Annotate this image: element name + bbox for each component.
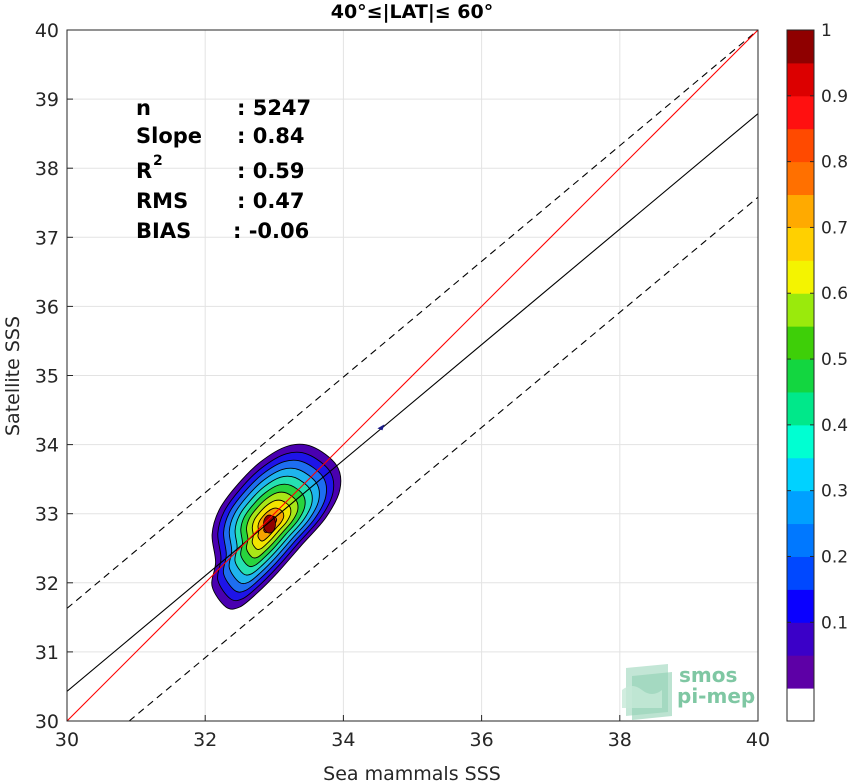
y-tick-label: 39	[35, 89, 59, 111]
stat-r2-label: R	[136, 159, 152, 183]
stat-rms-label: RMS	[136, 189, 188, 213]
colorbar-tick-label: 0.5	[821, 350, 848, 370]
stats-box: n : 5247 Slope : 0.84 R 2 : 0.59 RMS : 0…	[136, 96, 311, 243]
y-tick-label: 34	[35, 435, 59, 457]
outlier-point	[377, 424, 385, 431]
colorbar-segment	[787, 227, 814, 261]
y-tick-label: 37	[35, 227, 59, 249]
logo-waves-icon	[622, 664, 672, 720]
smos-pimep-logo: smos pi-mep	[622, 663, 755, 720]
colorbar-segment	[787, 128, 814, 163]
colorbar-segment	[787, 293, 814, 327]
y-tick-label: 40	[35, 20, 59, 42]
y-axis-label: Satellite SSS	[2, 316, 24, 436]
stat-bias-label: BIAS	[136, 219, 191, 243]
colorbar-segment	[787, 424, 814, 459]
colorbar-segment	[787, 161, 814, 196]
stat-n-label: n	[136, 96, 151, 120]
colorbar-tick-label: 0.2	[821, 547, 848, 567]
chart-title: 40°≤|LAT|≤ 60°	[331, 1, 494, 23]
colorbar-segment	[787, 359, 814, 393]
colorbar-tick-label: 0.1	[821, 613, 848, 633]
upper-bound-line	[67, 30, 758, 609]
stat-slope-label: Slope	[136, 124, 202, 148]
logo-text-line1: smos	[679, 663, 737, 687]
y-tick-label: 30	[35, 711, 59, 733]
stat-slope-value: : 0.84	[237, 124, 305, 148]
y-tick-label: 33	[35, 504, 59, 526]
colorbar-segment	[787, 30, 814, 64]
x-tick-label: 40	[746, 729, 770, 751]
colorbar-ticks: 0.1 0.2 0.3 0.4 0.5 0.6 0.7 0.8 0.9 1	[787, 21, 848, 633]
colorbar-tick-label: 0.6	[821, 284, 848, 304]
colorbar-tick-label: 1	[821, 21, 832, 41]
x-axis-label: Sea mammals SSS	[323, 763, 501, 784]
colorbar-segment	[787, 490, 814, 525]
stat-n-value: : 5247	[237, 96, 311, 120]
lower-bound-line	[128, 196, 758, 721]
density-contours	[211, 443, 342, 610]
identity-line	[67, 30, 758, 721]
x-tick-label: 34	[331, 729, 355, 751]
colorbar-segment	[787, 194, 814, 228]
y-tick-label: 35	[35, 366, 59, 388]
colorbar-segment	[787, 655, 814, 689]
colorbar-segment	[787, 260, 814, 294]
colorbar-segment	[787, 95, 814, 130]
colorbar-segment	[787, 688, 814, 722]
colorbar-segment	[787, 62, 814, 97]
y-axis-ticks: 30 31 32 33 34 35 36 37 38 39 40	[35, 20, 73, 733]
fit-line	[67, 113, 758, 692]
y-tick-label: 38	[35, 158, 59, 180]
grid	[66, 29, 759, 722]
x-tick-label: 38	[608, 729, 632, 751]
colorbar-frame	[786, 29, 815, 722]
colorbar-tick-label: 0.4	[821, 416, 848, 436]
colorbar-segment	[787, 391, 814, 426]
x-tick-label: 32	[193, 729, 217, 751]
x-tick-label: 30	[55, 729, 79, 751]
colorbar-segment	[787, 457, 814, 492]
x-tick-label: 36	[470, 729, 494, 751]
stat-bias-value: : -0.06	[233, 219, 309, 243]
colorbar	[787, 30, 814, 722]
colorbar-segment	[787, 326, 814, 360]
colorbar-segment	[787, 589, 814, 623]
colorbar-tick-label: 0.8	[821, 153, 848, 173]
colorbar-segment	[787, 523, 814, 557]
colorbar-tick-label: 0.7	[821, 218, 848, 238]
colorbar-segment	[787, 622, 814, 656]
stat-r2-value: : 0.59	[237, 159, 305, 183]
outlier-points	[377, 424, 385, 431]
y-tick-label: 32	[35, 573, 59, 595]
y-tick-label: 31	[35, 642, 59, 664]
x-axis-ticks: 30 32 34 36 38 40	[55, 715, 770, 751]
reference-lines	[67, 30, 758, 721]
colorbar-tick-label: 0.3	[821, 482, 848, 502]
stat-r2-superscript: 2	[153, 153, 163, 169]
colorbar-segment	[787, 556, 814, 590]
stat-rms-value: : 0.47	[237, 189, 305, 213]
colorbar-tick-label: 0.9	[821, 87, 848, 107]
y-tick-label: 36	[35, 296, 59, 318]
logo-text-line2: pi-mep	[677, 684, 755, 708]
